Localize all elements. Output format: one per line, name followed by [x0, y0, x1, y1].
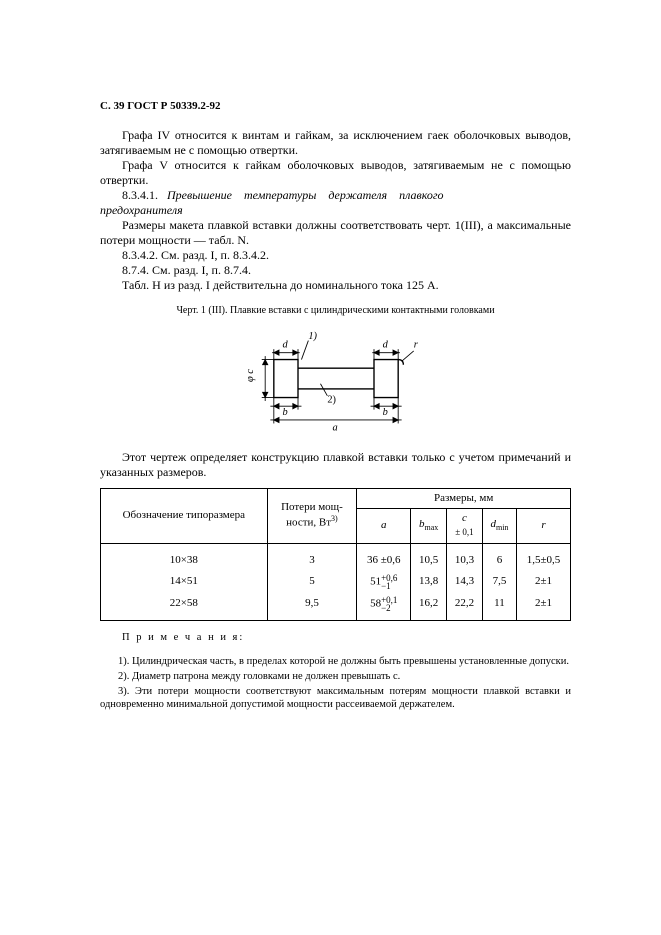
note-3: 3). Эти потери мощности соответствуют ма… [100, 685, 571, 711]
th-c: c ± 0,1 [447, 509, 483, 544]
svg-text:2): 2) [327, 395, 336, 406]
th-c-tol: ± 0,1 [455, 527, 473, 537]
cell-r: 1,5±0,5 [517, 543, 571, 570]
th-r: r [517, 509, 571, 544]
cell-a-bot: −1 [381, 582, 397, 590]
th-a: a [357, 509, 411, 544]
paragraph-3: 8.3.4.1. Превышение температуры держател… [100, 188, 571, 203]
th-b-sub: max [425, 524, 439, 533]
th-dims: Размеры, мм [357, 488, 571, 509]
p3-num: 8.3.4.1. [122, 188, 158, 202]
th-r-sym: r [541, 519, 545, 531]
page: С. 39 ГОСТ Р 50339.2-92 Графа IV относит… [0, 0, 661, 753]
svg-text:b: b [382, 407, 387, 418]
svg-text:b: b [282, 407, 287, 418]
p3-w3: держателя [328, 188, 387, 202]
p3-w4: плавкого [399, 188, 443, 202]
cell-d: 11 [482, 593, 516, 621]
paragraph-7: Табл. Н из разд. I действительна до номи… [100, 278, 571, 293]
svg-text:d: d [282, 340, 288, 351]
cell-size: 14×51 [101, 571, 268, 593]
cell-a-base: 58 [370, 597, 381, 609]
paragraph-2: Графа V относится к гайкам оболочковых в… [100, 158, 571, 188]
cell-a: 58+0,1−2 [357, 593, 411, 621]
svg-text:a: a [332, 423, 337, 434]
cell-a-base: 51 [370, 575, 381, 587]
th-d: dmin [482, 509, 516, 544]
p3-line2: предохранителя [100, 203, 571, 218]
cell-a: 51+0,6−1 [357, 571, 411, 593]
paragraph-4: Размеры макета плавкой вставки должны со… [100, 218, 571, 248]
cell-c: 22,2 [447, 593, 483, 621]
th-loss-l1: Потери мощ- [281, 501, 343, 513]
paragraph-1: Графа IV относится к винтам и гайкам, за… [100, 128, 571, 158]
page-header: С. 39 ГОСТ Р 50339.2-92 [100, 100, 571, 114]
th-a-sym: a [381, 519, 387, 531]
svg-text:φ c: φ c [245, 369, 256, 382]
cell-b: 10,5 [411, 543, 447, 570]
svg-text:d: d [382, 340, 388, 351]
note-2: 2). Диаметр патрона между головками не д… [100, 670, 571, 683]
note-1: 1). Цилиндрическая часть, в пределах кот… [100, 655, 571, 668]
figure-caption: Черт. 1 (III). Плавкие вставки с цилиндр… [100, 305, 571, 318]
cell-d: 7,5 [482, 571, 516, 593]
cell-r: 2±1 [517, 593, 571, 621]
cell-a-bot: −2 [381, 604, 397, 612]
cell-c: 14,3 [447, 571, 483, 593]
svg-text:1): 1) [308, 331, 317, 342]
table-row: 22×58 9,5 58+0,1−2 16,2 22,2 11 2±1 [101, 593, 571, 621]
cell-size: 10×38 [101, 543, 268, 570]
notes-heading: П р и м е ч а н и я: [100, 631, 571, 644]
p3-w1: Превышение [167, 188, 232, 202]
fuse-link-diagram: d d 1) r φ c 2) b b a [241, 325, 431, 437]
th-loss-l2: ности, Вт [286, 517, 331, 529]
dimensions-table: Обозначение типоразмера Потери мощ- ност… [100, 488, 571, 621]
table-row: 14×51 5 51+0,6−1 13,8 14,3 7,5 2±1 [101, 571, 571, 593]
cell-r: 2±1 [517, 571, 571, 593]
cell-d: 6 [482, 543, 516, 570]
cell-loss: 3 [267, 543, 357, 570]
table-intro: Этот чертеж определяет конструкцию плавк… [100, 450, 571, 480]
table-row: 10×38 3 36 ±0,6 10,5 10,3 6 1,5±0,5 [101, 543, 571, 570]
cell-loss: 5 [267, 571, 357, 593]
cell-loss: 9,5 [267, 593, 357, 621]
paragraph-5: 8.3.4.2. См. разд. I, п. 8.3.4.2. [100, 248, 571, 263]
th-d-sub: min [496, 524, 508, 533]
cell-c: 10,3 [447, 543, 483, 570]
th-loss: Потери мощ- ности, Вт3) [267, 488, 357, 543]
cell-size: 22×58 [101, 593, 268, 621]
cell-b: 16,2 [411, 593, 447, 621]
cell-a: 36 ±0,6 [357, 543, 411, 570]
th-b: bmax [411, 509, 447, 544]
th-c-sym: c [462, 512, 467, 524]
p3-w2: температуры [244, 188, 316, 202]
svg-text:r: r [413, 340, 418, 351]
cell-b: 13,8 [411, 571, 447, 593]
th-size: Обозначение типоразмера [101, 488, 268, 543]
th-loss-sup: 3) [331, 514, 338, 523]
paragraph-6: 8.7.4. См. разд. I, п. 8.7.4. [100, 263, 571, 278]
